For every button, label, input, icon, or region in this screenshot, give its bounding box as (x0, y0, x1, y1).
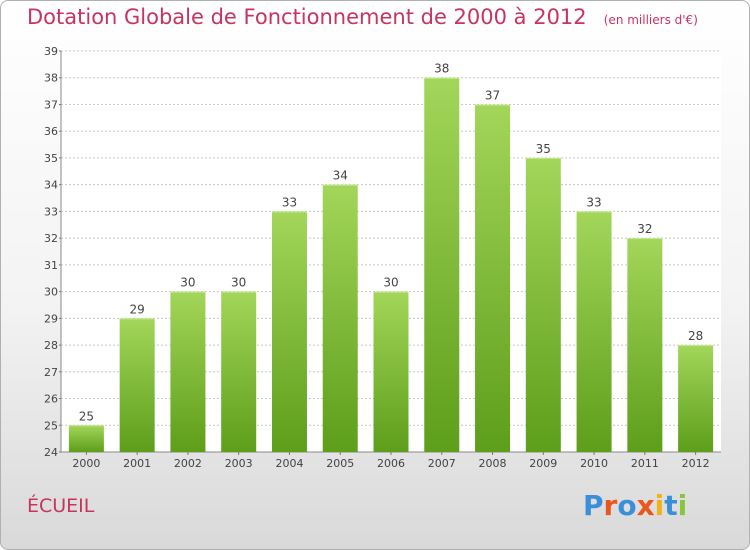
logo-letter: x (636, 489, 655, 522)
x-tick-label: 2009 (529, 457, 557, 470)
bar (221, 291, 257, 452)
bar (271, 211, 307, 452)
data-label: 25 (79, 409, 94, 423)
data-label: 30 (231, 276, 246, 290)
logo-letter: P (583, 489, 604, 522)
bar (424, 77, 460, 452)
chart-subtitle: (en milliers d'€) (603, 13, 698, 27)
bar (119, 318, 155, 452)
bar (678, 345, 714, 452)
bar (322, 184, 358, 452)
bar (576, 211, 612, 452)
y-tick-label: 35 (44, 152, 58, 165)
x-tick-label: 2000 (72, 457, 100, 470)
y-tick-label: 34 (44, 179, 58, 192)
logo-letter: t (664, 489, 678, 522)
x-tick-label: 2001 (123, 457, 151, 470)
commune-name: ÉCUEIL (27, 495, 95, 517)
y-tick-label: 37 (44, 98, 58, 111)
y-tick-label: 27 (44, 366, 58, 379)
data-label: 29 (130, 302, 145, 316)
y-tick-label: 36 (44, 125, 58, 138)
y-tick-label: 25 (44, 419, 58, 432)
x-tick-label: 2007 (428, 457, 456, 470)
data-label: 30 (180, 276, 195, 290)
data-label: 33 (586, 195, 601, 209)
x-tick-label: 2004 (275, 457, 303, 470)
proxiti-logo: Proxiti (583, 489, 687, 522)
bar (170, 291, 206, 452)
chart-title: Dotation Globale de Fonctionnement de 20… (27, 5, 587, 29)
y-tick-label: 29 (44, 312, 58, 325)
bar (475, 104, 511, 452)
data-label: 32 (637, 222, 652, 236)
data-label: 28 (688, 329, 703, 343)
data-label: 30 (383, 276, 398, 290)
y-tick-label: 30 (44, 286, 58, 299)
bar (68, 425, 104, 452)
y-tick-label: 26 (44, 393, 58, 406)
y-tick-label: 39 (44, 45, 58, 58)
x-tick-label: 2003 (225, 457, 253, 470)
x-tick-label: 2002 (174, 457, 202, 470)
x-tick-label: 2005 (326, 457, 354, 470)
bar (525, 157, 561, 452)
title-row: Dotation Globale de Fonctionnement de 20… (27, 5, 698, 29)
data-label: 37 (485, 88, 500, 102)
bar (373, 291, 409, 452)
x-tick-label: 2006 (377, 457, 405, 470)
x-tick-label: 2010 (580, 457, 608, 470)
x-tick-label: 2012 (682, 457, 710, 470)
y-tick-label: 24 (44, 446, 58, 459)
y-tick-label: 31 (44, 259, 58, 272)
y-tick-label: 33 (44, 205, 58, 218)
logo-letter: r (603, 489, 618, 522)
data-label: 34 (333, 169, 348, 183)
logo-letter: i (654, 489, 665, 522)
data-label: 35 (536, 142, 551, 156)
data-label: 33 (282, 195, 297, 209)
bar (627, 238, 663, 452)
data-label: 38 (434, 62, 449, 76)
logo-letter: o (617, 489, 637, 522)
x-tick-label: 2011 (631, 457, 659, 470)
logo-letter: i (677, 489, 688, 522)
x-tick-label: 2008 (479, 457, 507, 470)
y-tick-label: 28 (44, 339, 58, 352)
y-tick-label: 32 (44, 232, 58, 245)
y-tick-label: 38 (44, 72, 58, 85)
